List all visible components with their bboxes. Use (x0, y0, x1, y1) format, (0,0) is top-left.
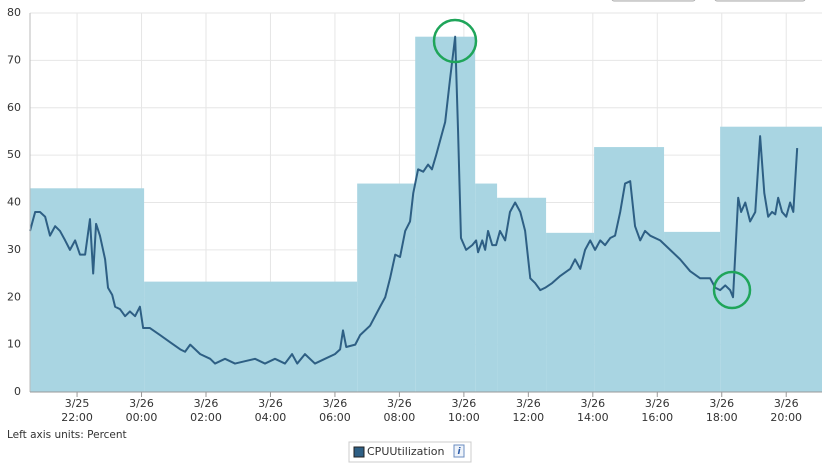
y-tick-label: 40 (7, 196, 21, 209)
toolbar-button[interactable] (611, 0, 696, 2)
legend-label: CPUUtilization (367, 445, 445, 458)
x-tick-label: 3/26 04:00 (255, 397, 287, 424)
step-area (594, 147, 665, 392)
y-tick-label: 10 (7, 338, 21, 351)
axis-units-note: Left axis units: Percent (7, 429, 127, 441)
step-area (144, 281, 358, 392)
step-area (720, 126, 822, 392)
step-area (357, 183, 416, 392)
step-area (415, 36, 476, 392)
x-tick-label: 3/26 16:00 (641, 397, 673, 424)
x-tick-label: 3/25 22:00 (61, 397, 93, 424)
x-tick-label: 3/26 08:00 (384, 397, 416, 424)
step-area (546, 232, 595, 392)
toolbar-button[interactable] (714, 0, 806, 2)
highlight-circle (432, 18, 478, 64)
x-tick-label: 3/26 12:00 (512, 397, 544, 424)
data-line (29, 35, 799, 365)
x-tick-label: 3/26 18:00 (706, 397, 738, 424)
highlight-circle (712, 270, 752, 310)
y-tick-label: 60 (7, 101, 21, 114)
plot-area: 0 10 20 30 40 50 60 70 80 3/25 22:00 3/26 00:00 3/26 0… (7, 6, 822, 424)
y-tick-label: 80 (7, 6, 21, 19)
x-tick-label: 3/26 02:00 (190, 397, 222, 424)
step-area (30, 188, 145, 392)
x-tick-label: 3/26 14:00 (577, 397, 609, 424)
x-tick-label: 3/26 06:00 (319, 397, 351, 424)
info-icon-glyph[interactable]: i (457, 447, 461, 457)
x-tick-label: 3/26 20:00 (770, 397, 802, 424)
y-tick-label: 0 (14, 385, 21, 398)
step-area (664, 231, 721, 392)
y-tick-label: 50 (7, 148, 21, 161)
info-icon[interactable] (453, 444, 465, 458)
x-tick-label: 3/26 00:00 (126, 397, 158, 424)
step-area (497, 197, 547, 392)
y-tick-label: 70 (7, 53, 21, 66)
y-tick-label: 20 (7, 290, 21, 303)
legend-swatch (353, 446, 365, 458)
step-area (475, 183, 498, 392)
legend (348, 441, 472, 463)
y-tick-label: 30 (7, 243, 21, 256)
x-tick-label: 3/26 10:00 (448, 397, 480, 424)
